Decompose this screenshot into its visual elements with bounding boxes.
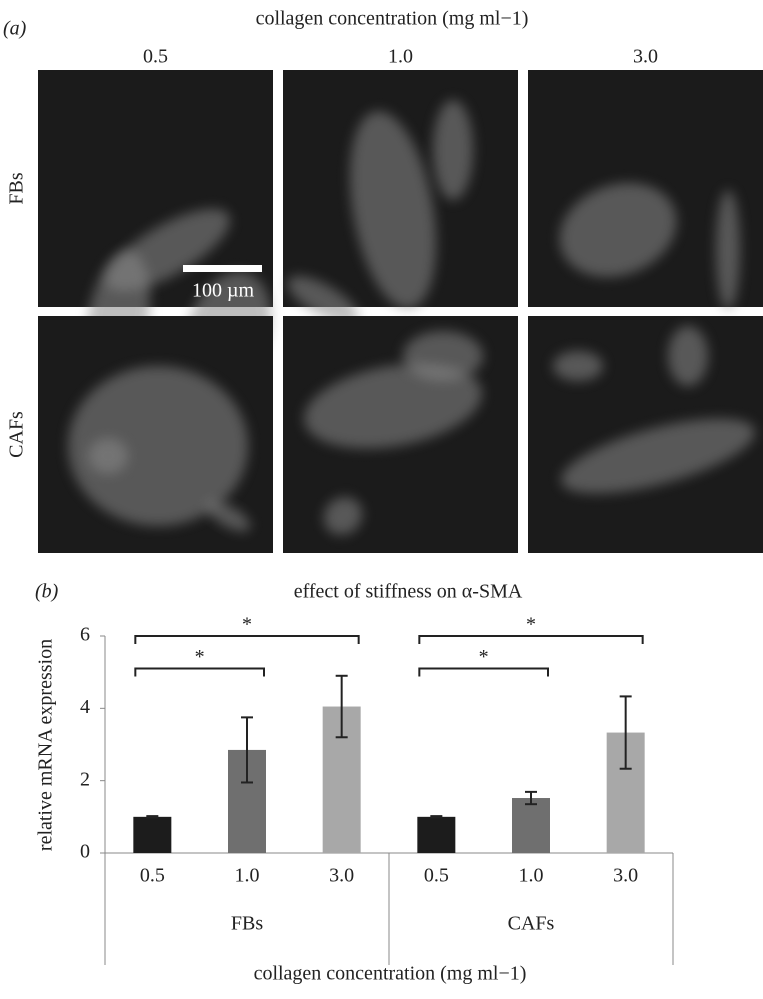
micrograph: [283, 316, 518, 553]
group-label: FBs: [231, 913, 263, 935]
cell: [323, 497, 363, 535]
significance-bracket: [418, 635, 644, 644]
x-tick-label: 1.0: [519, 865, 544, 887]
significance-label: *: [479, 646, 489, 668]
column-label: 3.0: [633, 46, 658, 68]
scale-bar: [183, 265, 262, 272]
x-axis-label: collagen concentration (mg ml−1): [254, 963, 527, 985]
micrograph: [528, 316, 763, 553]
micrograph: [283, 70, 518, 324]
significance-bracket: [134, 635, 360, 644]
significance-label: *: [242, 614, 252, 636]
cell: [304, 363, 482, 449]
significance-bracket: [134, 667, 265, 677]
cell: [668, 326, 708, 386]
significance-label: *: [526, 614, 536, 636]
error-bar: [619, 695, 632, 770]
y-tick-label: 6: [80, 624, 90, 646]
y-axis-label: relative mRNA expression: [35, 639, 57, 851]
cell: [403, 331, 483, 381]
bar: [133, 816, 172, 853]
panel-title: collagen concentration (mg ml−1): [256, 8, 529, 30]
cell: [349, 111, 437, 309]
significance-bracket: [418, 667, 549, 677]
cell: [561, 418, 755, 494]
x-tick-label: 0.5: [140, 865, 165, 887]
cell: [205, 500, 251, 532]
micrograph: [528, 70, 763, 310]
cell: [559, 182, 677, 278]
x-tick-label: 3.0: [613, 865, 638, 887]
scale-bar-label: 100 µm: [192, 280, 255, 302]
error-bar: [525, 790, 537, 806]
bar-chart: (b) effect of stiffness on α-SMA relative …: [35, 581, 674, 985]
chart-title: effect of stiffness on α-SMA: [294, 581, 523, 603]
y-tick-label: 0: [80, 841, 90, 863]
panel-label: (b): [35, 581, 59, 603]
x-tick-label: 3.0: [329, 865, 354, 887]
error-bar: [335, 674, 348, 739]
column-label: 1.0: [388, 46, 413, 68]
group-label: CAFs: [508, 913, 555, 935]
x-tick-label: 0.5: [424, 865, 449, 887]
bar: [512, 798, 550, 853]
error-bar: [241, 716, 253, 784]
significance-label: *: [195, 646, 205, 668]
cell: [553, 351, 603, 381]
cell: [88, 438, 128, 474]
row-label: CAFs: [6, 411, 28, 458]
y-tick-label: 2: [80, 768, 90, 790]
error-bar: [430, 815, 443, 819]
cell: [287, 276, 359, 324]
column-label: 0.5: [143, 46, 168, 68]
cell: [68, 366, 248, 526]
panel-label: (a): [3, 18, 27, 40]
y-tick-label: 4: [80, 696, 90, 718]
error-bar: [146, 815, 159, 819]
cell: [433, 100, 473, 200]
x-tick-label: 1.0: [235, 865, 260, 887]
row-label: FBs: [6, 172, 28, 204]
bar: [417, 816, 456, 853]
cell: [716, 190, 740, 310]
image-grid: 0.5 1.0 3.0 FBs CAFs 100 µm: [6, 46, 763, 553]
micrograph: [38, 316, 273, 553]
